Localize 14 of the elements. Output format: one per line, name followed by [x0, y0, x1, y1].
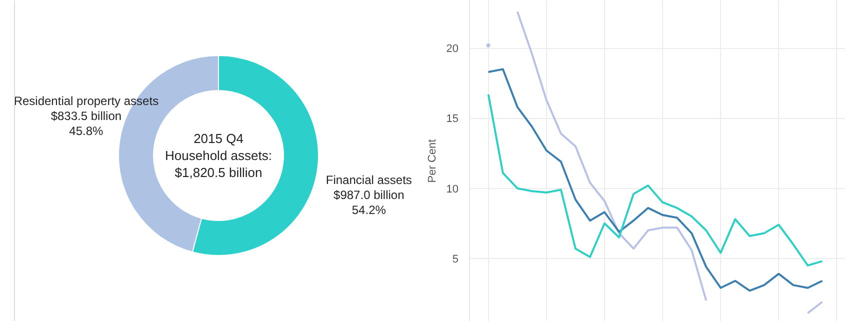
- text: $833.5 billion: [50, 108, 122, 123]
- line-series: [487, 68, 824, 292]
- y-axis-title: Per Cent: [426, 139, 438, 183]
- line-series: [487, 93, 824, 266]
- slice-label: Financial assets: [326, 173, 412, 188]
- y-tick-label: 15: [446, 113, 459, 126]
- y-tick-label: 10: [446, 183, 459, 196]
- data-label: 45.8%: [69, 124, 104, 138]
- y-tick-label: 5: [452, 253, 459, 266]
- data-label: 54.2%: [352, 203, 386, 218]
- text: 2015 Q4 Household assets: $1,820.5 billion: [165, 131, 272, 180]
- y-tick-label: 20: [446, 43, 459, 56]
- text: $987.0 billion: [334, 188, 404, 202]
- slice-label: Residential property assets: [14, 94, 159, 108]
